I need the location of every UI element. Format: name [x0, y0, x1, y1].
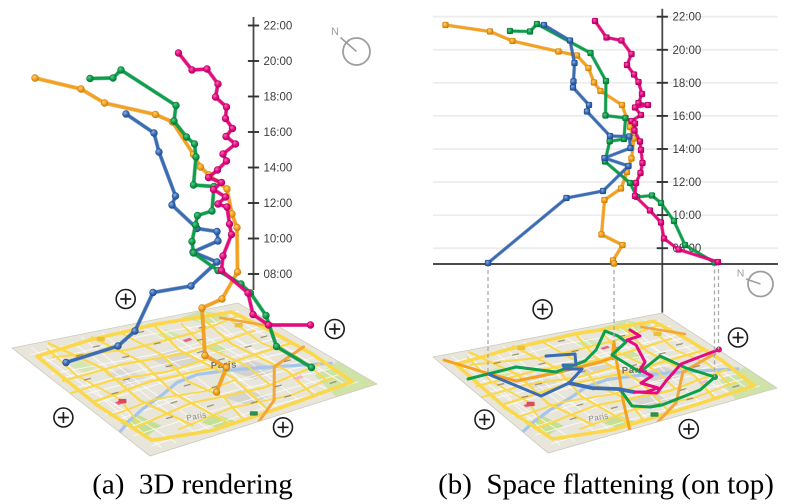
- svg-text:14:00: 14:00: [673, 144, 702, 156]
- svg-text:22:00: 22:00: [673, 12, 702, 24]
- svg-text:16:00: 16:00: [673, 111, 702, 123]
- svg-text:08:00: 08:00: [264, 269, 293, 281]
- svg-text:10:00: 10:00: [264, 234, 293, 246]
- svg-text:(a) 3D rendering: (a) 3D rendering: [92, 469, 293, 501]
- svg-text:18:00: 18:00: [264, 92, 293, 104]
- svg-text:16:00: 16:00: [264, 127, 293, 139]
- svg-text:12:00: 12:00: [264, 198, 293, 210]
- svg-text:18:00: 18:00: [673, 78, 702, 90]
- svg-text:22:00: 22:00: [264, 21, 293, 33]
- svg-text:N: N: [737, 268, 745, 280]
- svg-text:14:00: 14:00: [264, 163, 293, 175]
- svg-text:Paris: Paris: [186, 410, 207, 422]
- svg-text:(b) Space flattening (on top): (b) Space flattening (on top): [438, 469, 774, 501]
- svg-text:Paris: Paris: [588, 411, 609, 423]
- svg-text:20:00: 20:00: [673, 45, 702, 57]
- svg-text:10:00: 10:00: [673, 210, 702, 222]
- svg-text:20:00: 20:00: [264, 56, 293, 68]
- svg-text:12:00: 12:00: [673, 177, 702, 189]
- svg-text:N: N: [331, 26, 339, 38]
